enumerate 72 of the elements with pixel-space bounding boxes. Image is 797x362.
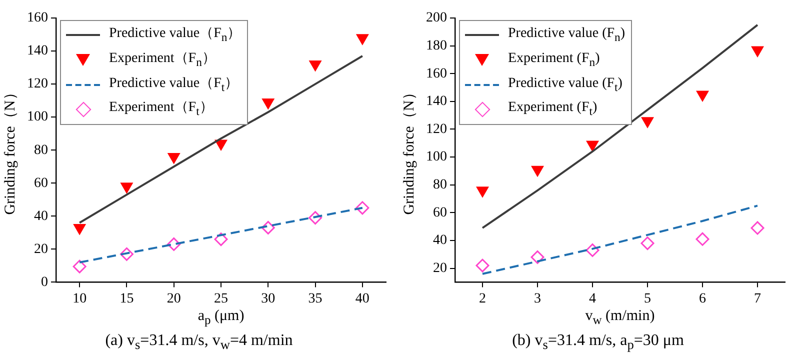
point [167,237,181,251]
point [750,221,764,235]
y-tick-label: 80 [34,142,48,158]
y-tick-label: 180 [426,38,447,54]
point [120,247,134,261]
point [752,46,764,57]
x-tick-label: 40 [355,291,370,306]
legend-label: Predictive value (F$_{n}$) [508,25,626,46]
point [72,260,86,274]
y-tick-label: 160 [27,10,48,26]
text: (a) v$_{s}$=31.4 m/s, v$_{w}$=4 m/min [104,332,294,354]
y-tick-label: 140 [27,44,48,59]
y-axis-title: Grinding force（N） [2,85,20,215]
x-tick-label: 35 [308,291,322,306]
y-tick-label: 60 [433,205,447,220]
x-axis-title: a$_{p}$ (μm) [198,308,244,328]
point [532,166,544,176]
y-axis-title: Grinding force（N） [400,85,418,215]
x-tick-label: 25 [214,291,228,306]
point [261,220,275,234]
point [214,232,228,246]
legend-label: Experiment (F$_{t}$) [508,99,598,120]
point [168,152,180,164]
point [476,258,490,272]
y-tick-label: 40 [433,233,447,248]
point [308,211,322,225]
x-tick-label: 3 [534,291,541,306]
y-tick-label: 160 [426,66,447,82]
legend-label: Predictive value（F$_{t}$） [109,74,239,96]
point [262,98,274,109]
x-tick-label: 2 [479,291,486,306]
point [640,236,654,250]
y-tick-label: 0 [41,274,48,290]
legend-label: Experiment (F$_{n}$) [508,50,600,71]
x-tick-label: 15 [120,291,134,306]
y-tick-label: 100 [27,110,48,125]
y-tick-label: 60 [34,176,48,191]
y-tick-label: 20 [433,260,447,276]
y-tick-label: 140 [426,94,447,110]
point [309,60,322,71]
y-tick-label: 100 [426,150,447,165]
x-tick-label: 30 [261,291,276,306]
x-tick-label: 5 [644,291,651,306]
y-tick-label: 120 [426,122,447,137]
x-tick-label: 10 [72,291,87,306]
legend-label: Predictive value (F$_{t}$) [508,74,622,96]
point [530,250,544,264]
x-tick-label: 7 [754,291,761,306]
x-tick-label: 6 [699,291,706,306]
x-tick-label: 4 [589,291,596,306]
point [356,201,370,215]
point [586,140,598,152]
point [476,186,488,198]
point [696,90,708,102]
legend-label: Experiment（F$_{n}$） [109,50,216,71]
y-tick-label: 200 [426,10,447,26]
point [586,243,600,257]
y-tick-label: 120 [27,76,48,92]
text: (b) v$_{s}$=31.4 m/s, a$_{p}$=30 μm [511,332,685,354]
y-tick-label: 80 [433,178,447,193]
y-tick-label: 40 [34,208,48,224]
legend-label: Predictive value（F$_{n}$） [109,25,242,46]
point [215,140,227,150]
point [356,34,368,45]
point [696,232,710,246]
legend-label: Experiment（F$_{t}$） [109,99,214,120]
y-tick-label: 20 [34,242,48,257]
point [120,182,133,194]
point [642,117,654,128]
x-axis-title: v$_{w}$ (m/min) [585,308,655,328]
point [74,224,86,234]
x-tick-label: 20 [166,291,181,306]
